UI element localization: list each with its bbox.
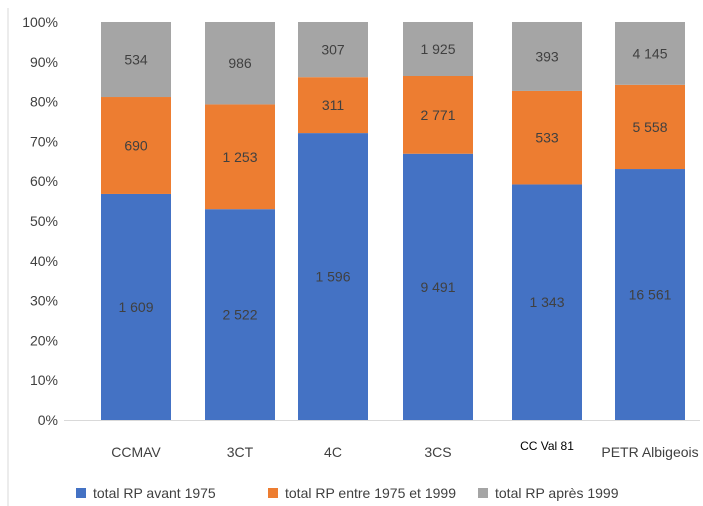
- bar-segment: [101, 193, 171, 420]
- x-category-label: CCMAV: [111, 444, 161, 460]
- bar-segment: [101, 22, 171, 98]
- y-tick-label: 0%: [38, 412, 58, 428]
- bar-segment: [298, 77, 368, 134]
- bar-segment: [298, 133, 368, 420]
- legend: total RP avant 1975 total RP entre 1975 e…: [76, 485, 619, 501]
- y-tick-label: 40%: [30, 253, 58, 269]
- data-label: 1 343: [529, 294, 564, 310]
- bar-segment: [298, 22, 368, 78]
- bar-segment: [403, 153, 473, 420]
- data-label: 986: [228, 55, 252, 71]
- bars-layer: [101, 22, 685, 420]
- data-label: 690: [124, 137, 148, 153]
- data-label: 311: [322, 97, 345, 113]
- bar-segment: [615, 169, 685, 420]
- y-tick-label: 10%: [30, 372, 58, 388]
- bar-segment: [205, 22, 275, 105]
- bar-segment: [205, 209, 275, 420]
- data-label: 2 771: [420, 107, 455, 123]
- y-tick-label: 30%: [30, 293, 58, 309]
- data-label: 393: [535, 48, 559, 64]
- data-label: 5 558: [632, 119, 667, 135]
- data-label: 534: [124, 52, 148, 68]
- data-label: 1 925: [420, 41, 455, 57]
- data-label: 307: [321, 42, 345, 58]
- x-category-label: 3CT: [227, 444, 254, 460]
- bar-segment: [615, 22, 685, 85]
- y-tick-label: 20%: [30, 332, 58, 348]
- data-label: 1 596: [315, 269, 350, 285]
- data-label: 4 145: [632, 45, 667, 61]
- legend-swatch: [478, 488, 488, 498]
- data-label: 1 253: [222, 149, 257, 165]
- y-tick-label: 90%: [30, 54, 58, 70]
- legend-label: total RP avant 1975: [93, 485, 216, 501]
- y-tick-label: 70%: [30, 133, 58, 149]
- bar-segment: [101, 97, 171, 194]
- x-category-label: PETR Albigeois: [601, 444, 698, 460]
- x-category-label: 3CS: [424, 444, 451, 460]
- bar-segment: [205, 104, 275, 210]
- data-label: 1 609: [118, 299, 153, 315]
- bar-segment: [615, 84, 685, 170]
- y-tick-label: 80%: [30, 94, 58, 110]
- bar-segment: [403, 76, 473, 154]
- y-tick-label: 60%: [30, 173, 58, 189]
- axis-layer: 0% 10% 20% 30% 40% 50% 60% 70% 80% 90% 100% CCMAV 3C…: [7, 8, 700, 506]
- legend-label: total RP après 1999: [495, 485, 619, 501]
- legend-label: total RP entre 1975 et 1999: [285, 485, 456, 501]
- bar-segment: [512, 22, 582, 91]
- bar-segment: [403, 22, 473, 77]
- data-label: 16 561: [629, 287, 672, 303]
- data-label: 2 522: [222, 307, 257, 323]
- data-label: 9 491: [420, 279, 455, 295]
- data-label: 533: [535, 130, 559, 146]
- x-category-label: 4C: [324, 444, 342, 460]
- bar-segment: [512, 90, 582, 185]
- legend-swatch: [268, 488, 278, 498]
- y-tick-label: 100%: [22, 14, 58, 30]
- legend-swatch: [76, 488, 86, 498]
- bar-segment: [512, 184, 582, 420]
- data-labels-layer: 1 609 690 534 2 522 1 253 986 1 596 311 307 9 491…: [118, 41, 671, 323]
- y-tick-label: 50%: [30, 213, 58, 229]
- x-category-label: CC Val 81: [520, 439, 574, 453]
